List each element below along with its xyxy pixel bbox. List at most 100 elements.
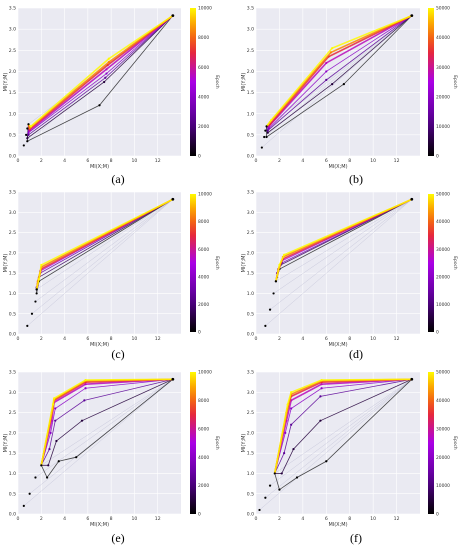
input-layer-point [27,123,29,125]
y-tick-label: 1.5 [9,451,16,457]
y-axis-label: MI(Y;M) [241,254,247,273]
y-tick-label: 0.0 [9,154,16,160]
x-tick-label: 2 [40,158,43,164]
epoch-point [48,448,50,450]
x-tick-label: 2 [278,336,281,342]
x-tick-label: 4 [301,516,304,522]
epoch-point [46,476,48,478]
x-axis-label: MI(X;M) [90,164,109,170]
colorbar-label: Epoch [452,256,458,270]
x-tick-label: 6 [86,516,89,522]
x-tick-label: 4 [301,158,304,164]
colorbar-tick-label: 8000 [198,35,209,41]
epoch-point [270,119,272,121]
colorbar-tick-label: 50000 [436,370,450,376]
y-tick-label: 3.0 [247,210,254,216]
colorbar-tick-label: 10000 [436,124,450,130]
colorbar-tick-label: 10000 [198,6,212,12]
y-tick-label: 2.5 [247,230,254,236]
y-tick-label: 1.5 [9,271,16,277]
y-tick-label: 3.0 [9,27,16,33]
epoch-point [268,127,270,129]
epoch-point [83,399,85,401]
x-tick-label: 6 [86,158,89,164]
epoch-point [81,420,83,422]
y-tick-label: 1.5 [247,90,254,96]
y-tick-label: 0.0 [247,512,254,518]
y-tick-label: 3.5 [247,370,254,376]
epoch-point [290,407,292,409]
x-tick-label: 6 [86,336,89,342]
y-tick-label: 2.5 [9,48,16,54]
y-tick-label: 1.0 [9,111,16,117]
colorbar-tick-label: 0 [436,330,439,336]
x-tick-label: 4 [63,158,66,164]
colorbar-tick-label: 2000 [198,483,209,489]
x-tick-label: 0 [255,516,258,522]
epoch-point [319,420,321,422]
epoch-point [58,460,60,462]
y-tick-label: 2.5 [9,410,16,416]
x-tick-label: 12 [155,336,161,342]
y-tick-label: 2.0 [247,250,254,256]
x-axis-label: MI(X;M) [90,342,109,348]
x-tick-label: 0 [17,158,20,164]
epoch-point [283,254,285,256]
panel-d: 0 2 4 6 8 10 12 0.0 0.5 1.0 1.5 2.0 2.5 3.0 3.5 MI(X;M)… [241,190,458,361]
epoch-point [54,407,56,409]
x-tick-label: 12 [394,516,400,522]
panel-label: (a) [111,172,124,186]
input-layer-point [261,146,263,148]
epoch-point [47,464,49,466]
x-tick-label: 8 [348,158,351,164]
input-layer-point [36,288,38,290]
colorbar-tick-label: 40000 [436,219,450,225]
colorbar-tick-label: 2000 [198,302,209,308]
input-layer-point [26,325,28,327]
epoch-point [281,472,283,474]
endpoint-marker [410,14,413,17]
y-axis-label: MI(Y;M) [3,434,9,453]
epoch-point [290,424,292,426]
epoch-point [325,70,327,72]
x-tick-label: 8 [110,516,113,522]
epoch-point [55,440,57,442]
x-tick-label: 10 [370,516,376,522]
x-tick-label: 2 [40,516,43,522]
y-tick-label: 2.0 [247,69,254,75]
x-tick-label: 0 [17,516,20,522]
epoch-point [108,61,110,63]
colorbar-tick-label: 20000 [436,94,450,100]
input-layer-point [40,464,42,466]
epoch-point [343,83,345,85]
colorbar-tick-label: 30000 [436,426,450,432]
panel-c: 0 2 4 6 8 10 120.00.51.01.52.02.53.03.5MI(X;M)… [3,190,220,361]
y-tick-label: 0.0 [247,332,254,338]
y-tick-label: 0.5 [9,311,16,317]
colorbar [190,8,196,156]
x-tick-label: 10 [131,516,137,522]
x-axis-label: MI(X;M) [328,164,347,170]
y-axis-label: MI(Y;M) [241,434,247,453]
endpoint-marker [410,198,413,201]
y-tick-label: 0.0 [9,512,16,518]
x-tick-label: 12 [155,158,161,164]
epoch-point [321,387,323,389]
input-layer-point [29,493,31,495]
input-layer-point [264,497,266,499]
y-tick-label: 2.0 [9,250,16,256]
epoch-point [54,420,56,422]
colorbar-tick-label: 8000 [198,219,209,225]
input-layer-point [23,505,25,507]
epoch-point [52,403,54,405]
input-layer-point [34,300,36,302]
epoch-point [321,379,323,381]
epoch-point [36,292,38,294]
y-tick-label: 3.5 [247,190,254,196]
colorbar-tick-label: 50000 [436,6,450,12]
panel-e: 0 2 4 6 8 10 120.00.51.01.52.02.53.03.5MI(X;M)… [3,370,220,545]
y-tick-label: 1.5 [247,271,254,277]
y-tick-label: 3.5 [9,6,16,12]
epoch-point [27,134,29,136]
